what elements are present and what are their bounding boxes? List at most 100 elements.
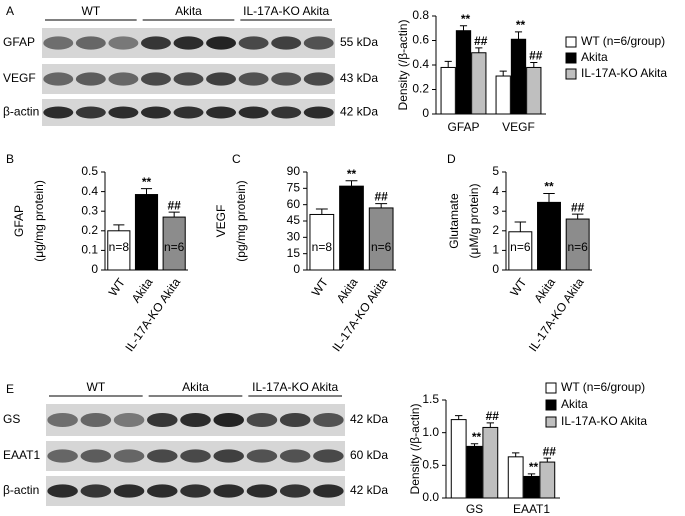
x-tick-label: IL-17A-KO Akita [526,275,587,354]
y-tick-label: 0.0 [422,490,439,504]
blot-size: 42 kDa [340,105,378,119]
bar [134,194,159,271]
legend-swatch [565,36,577,48]
blot-band [43,106,74,119]
y-tick-label: 2 [492,223,499,237]
legend-label: Akita [581,50,608,64]
legend-swatch [545,382,557,394]
bar [526,66,542,115]
blot-band [313,449,344,463]
bar [450,419,467,499]
error-bar [345,180,358,187]
panel-letter: D [447,152,456,166]
y-tick-label: 4 [492,184,499,198]
group-label: IL-17A-KO Akita [243,4,329,18]
significance: ## [571,200,585,214]
legend-label: WT (n=6/group) [581,34,665,48]
significance: ** [544,180,554,194]
significance: ** [347,167,357,181]
blot-size: 55 kDa [340,35,378,49]
x-tick-label: IL-17A-KO Akita [329,275,390,354]
blot-band [303,106,334,119]
bar [339,185,364,271]
blot-label: β-actin [3,105,39,119]
group-label: WT [87,380,106,394]
blot-size: 42 kDa [350,412,388,426]
y-tick-label: 0.5 [422,458,439,472]
panel-letter: A [6,4,14,18]
error-bar [315,208,328,215]
blot-band [213,412,245,428]
blot-band [140,106,171,119]
blot-band [279,412,311,428]
error-bar [444,60,452,68]
error-bar [475,47,483,53]
significance: ## [167,198,181,212]
y-tick-label: 1.5 [422,392,439,406]
blot-label: EAAT1 [3,448,40,462]
blot-size: 60 kDa [350,448,388,462]
y-axis-label: Glutamate [447,193,461,249]
error-bar [470,443,479,447]
significance: ## [474,34,488,48]
blot-band [271,36,302,50]
error-bar [486,422,495,428]
legend-label: IL-17A-KO Akita [561,414,647,428]
y-tick-label: 75 [287,181,301,195]
blot-band [238,106,269,119]
blot-band [206,36,237,50]
bar [495,75,511,115]
bar-label: n=8 [312,240,333,254]
y-axis-label: Density (/β-actin) [396,20,410,111]
bar-label: n=6 [164,240,185,254]
blot-band [279,449,311,463]
error-bar [511,452,520,457]
y-tick-label: 0 [492,262,499,276]
blot-band [43,72,74,86]
blot-band [180,449,211,463]
y-tick-label: 0.8 [412,8,429,22]
y-tick-label: 1.0 [422,425,439,439]
blot-band [180,412,211,428]
panel-letter: E [6,382,14,396]
bar-label: n=6 [510,240,531,254]
significance: ** [472,430,482,444]
blot-size: 43 kDa [340,71,378,85]
blot-band [271,72,302,86]
bar-label: n=6 [341,240,362,254]
bar [510,38,527,115]
blot-band [75,72,106,86]
y-tick-label: 0.1 [81,243,98,257]
blot-band [173,36,204,50]
blot-band [140,72,171,86]
bar [368,207,394,271]
legend-label: Akita [561,397,588,411]
y-axis-label: (μg/mg protein) [32,180,46,262]
error-bar [168,211,180,218]
y-axis-label: Density (/β-actin) [408,404,422,495]
group-label: IL-17A-KO Akita [252,380,338,394]
error-bar [514,221,527,232]
y-axis-label: (μM/g protein) [467,184,481,259]
x-tick-label: Akita [334,275,361,305]
blot-band [80,412,112,428]
error-bar [113,224,125,231]
blot-band [213,484,245,498]
error-bar [499,70,507,77]
x-tick-label: Akita [531,275,558,305]
y-tick-label: 90 [287,164,301,178]
bar [471,52,487,115]
blot-band [108,36,139,50]
bar-label: n=8 [109,240,130,254]
y-tick-label: 0.2 [81,223,98,237]
blot-band [113,412,145,428]
legend-swatch [545,399,557,411]
error-bar [375,203,388,208]
y-axis-label: (pg/mg protein) [234,180,248,261]
blot-size: 42 kDa [350,483,388,497]
blot-band [113,449,145,463]
blot-band [146,449,178,463]
blot-label: GFAP [3,35,35,49]
blot-band [271,106,302,119]
blot-band [146,484,178,498]
